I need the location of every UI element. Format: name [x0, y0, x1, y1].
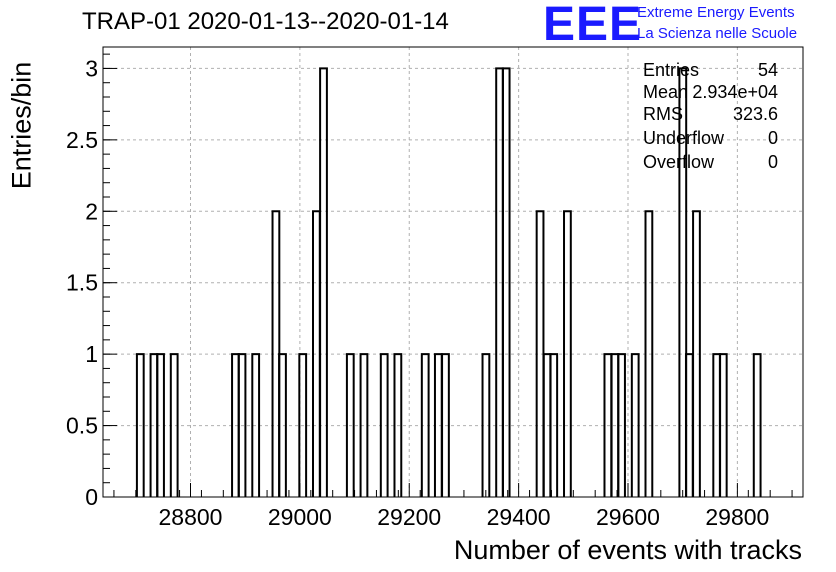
- histogram-bin: [393, 353, 403, 497]
- logo-subtitle-1: Extreme Energy Events: [637, 4, 795, 21]
- histogram-bin: [549, 353, 559, 497]
- stat-overflow-value: 0: [767, 152, 778, 172]
- histogram-bin: [644, 210, 654, 497]
- stat-mean-label: Mean: [643, 82, 689, 102]
- histogram-bin: [251, 353, 261, 497]
- histogram-bin: [359, 353, 369, 497]
- histogram-bin: [135, 353, 145, 497]
- chart-title: TRAP-01 2020-01-13--2020-01-14: [82, 8, 449, 35]
- x-tick-label: 29400: [487, 504, 551, 530]
- histogram-bin: [563, 210, 572, 497]
- histogram-bin: [752, 353, 762, 497]
- y-tick-label: 0.5: [66, 413, 98, 439]
- histogram-bin: [718, 353, 728, 497]
- y-tick-label: 2.5: [66, 127, 98, 153]
- stat-entries-label: Entries: [643, 60, 700, 80]
- stat-rms-value: 323.6: [732, 104, 778, 124]
- x-axis-label: Number of events with tracks: [453, 535, 802, 565]
- stat-overflow-label: Overflow: [643, 152, 715, 172]
- histogram-bin: [678, 67, 688, 497]
- y-tick-label: 1.5: [66, 270, 98, 296]
- histogram-bin: [237, 353, 247, 497]
- histogram-bin: [379, 353, 389, 497]
- histogram-bin: [298, 353, 308, 497]
- logo-subtitle-2: La Scienza nelle Scuole: [637, 25, 798, 42]
- histogram-bin: [156, 353, 165, 497]
- stat-underflow-label: Underflow: [643, 128, 725, 148]
- x-tick-label: 29600: [596, 504, 660, 530]
- histogram-bin: [420, 353, 430, 497]
- y-tick-label: 1: [85, 341, 98, 367]
- histogram-bin: [630, 353, 640, 497]
- plot-frame: [102, 46, 804, 498]
- histogram-bin: [345, 353, 355, 497]
- histogram-bin: [617, 353, 626, 497]
- histogram-bin: [278, 353, 287, 497]
- x-tick-label: 28800: [159, 504, 223, 530]
- eee-logo: EEE: [543, 0, 643, 51]
- histogram-bin: [441, 353, 450, 497]
- y-tick-label: 2: [85, 198, 98, 224]
- histogram-bin: [319, 67, 328, 497]
- stat-entries-value: 54: [757, 60, 778, 80]
- x-tick-label: 29000: [268, 504, 332, 530]
- histogram-bin: [169, 353, 179, 497]
- x-tick-label: 29800: [705, 504, 769, 530]
- histogram-bin: [692, 210, 701, 497]
- histogram-bin: [501, 67, 511, 497]
- x-tick-label: 29200: [377, 504, 441, 530]
- stat-underflow-value: 0: [767, 128, 778, 148]
- stat-mean-value: 2.934e+04: [692, 82, 778, 102]
- stat-rms-label: RMS: [643, 104, 683, 124]
- y-axis-label: Entries/bin: [6, 61, 37, 190]
- y-tick-label: 0: [85, 484, 98, 510]
- histogram-bin: [481, 353, 491, 497]
- y-tick-label: 3: [85, 55, 98, 81]
